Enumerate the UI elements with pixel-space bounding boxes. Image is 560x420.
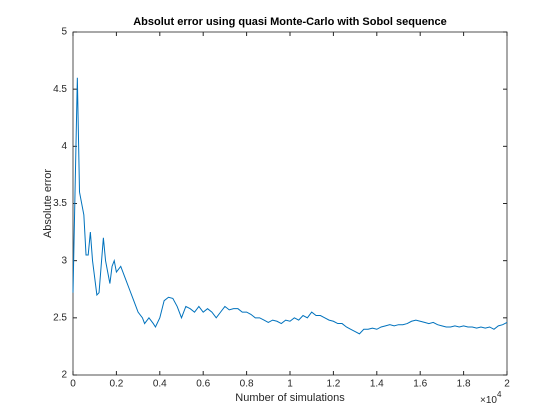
- x-tick-label: 1.4: [370, 379, 384, 390]
- x-tick-label: 1.6: [413, 379, 427, 390]
- x-tick-label: 1: [287, 379, 293, 390]
- x-scale-label: ×104: [480, 390, 502, 406]
- y-tick-label: 3: [61, 255, 67, 266]
- x-scale-base: ×10: [480, 395, 497, 406]
- x-axis-label: Number of simulations: [235, 392, 345, 404]
- x-scale-exponent: 4: [497, 390, 502, 399]
- y-tick-label: 2.5: [53, 312, 67, 323]
- x-tick-label: 2: [504, 379, 510, 390]
- x-tick-label: 0.8: [240, 379, 254, 390]
- chart-title: Absolut error using quasi Monte-Carlo wi…: [133, 16, 447, 28]
- y-axis-label: Absolute error: [42, 169, 54, 238]
- y-tick-label: 4.5: [53, 84, 67, 95]
- x-tick-label: 0.2: [109, 379, 123, 390]
- y-tick-label: 2: [61, 370, 67, 381]
- y-tick-label: 4: [61, 141, 67, 152]
- plot-area: [73, 32, 507, 375]
- x-tick-label: 0.6: [196, 379, 210, 390]
- x-tick-label: 0.4: [153, 379, 167, 390]
- x-tick-label: 0: [70, 379, 76, 390]
- data-line: [72, 77, 508, 335]
- axes-box: [72, 31, 508, 376]
- x-tick-label: 1.2: [326, 379, 340, 390]
- y-tick-label: 3.5: [53, 198, 67, 209]
- x-tick-label: 1.8: [457, 379, 471, 390]
- y-tick-label: 5: [61, 27, 67, 38]
